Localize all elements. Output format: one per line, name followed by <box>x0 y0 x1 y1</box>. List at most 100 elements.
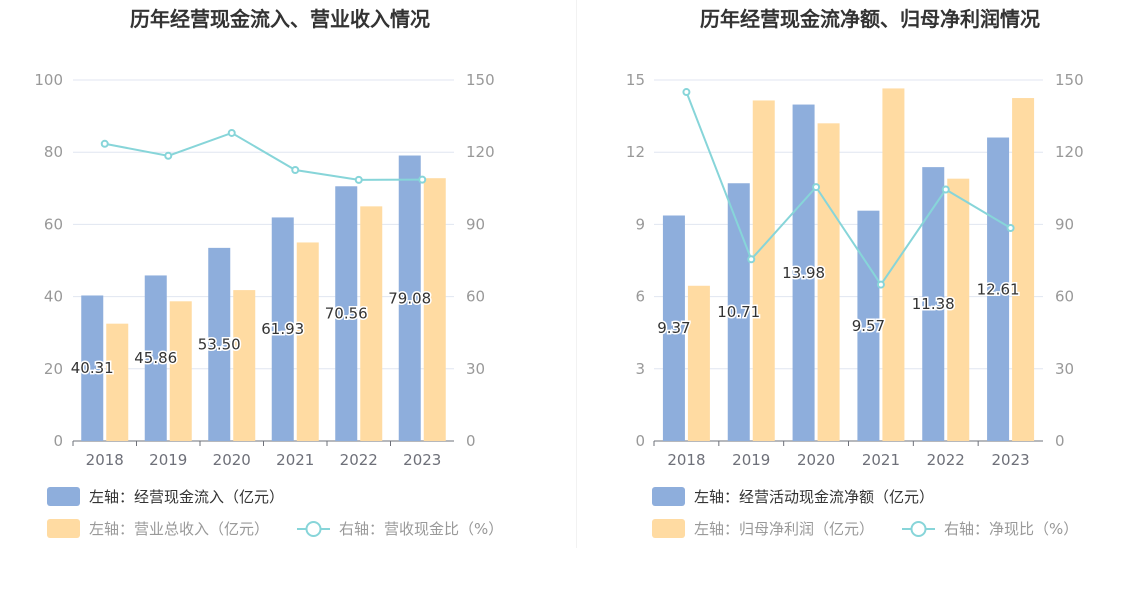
chart-panel-left: 历年经营现金流入、营业收入情况 0 0 20 30 40 60 60 90 80 120 100 150… <box>0 0 574 589</box>
legend-label-line: 右轴：净现比（%） <box>944 520 1078 538</box>
ratio-point-2019 <box>164 151 173 160</box>
bar-secondary-2022 <box>360 206 383 441</box>
ratio-point-2018 <box>682 88 691 97</box>
right-axis-tick-label: 150 <box>1055 71 1084 89</box>
x-axis-tick-label: 2023 <box>403 451 441 469</box>
right-axis-tick-label: 90 <box>466 215 485 233</box>
legend-swatch-primary <box>652 487 685 506</box>
legend-label-secondary: 左轴：归母净利润（亿元） <box>694 520 874 538</box>
right-axis-tick-label: 60 <box>466 288 485 306</box>
ratio-line <box>685 91 1012 287</box>
chart-left: 历年经营现金流入、营业收入情况 0 0 20 30 40 60 60 90 80 120 100 150… <box>34 7 503 538</box>
bar-value-label-2020: 53.50 <box>198 335 241 353</box>
x-axis-tick-label: 2020 <box>213 451 251 469</box>
bar-primary-2020 <box>208 247 231 441</box>
bar-value-label-2018: 9.37 <box>657 319 690 337</box>
left-axis-tick-label: 0 <box>635 432 645 450</box>
legend-swatch-secondary <box>47 519 80 538</box>
bar-secondary-2020 <box>817 123 840 441</box>
right-axis-tick-label: 90 <box>1055 215 1074 233</box>
bar-primary-2023 <box>398 155 421 442</box>
right-axis-tick-label: 0 <box>1055 432 1065 450</box>
legend-swatch-secondary <box>652 519 685 538</box>
bar-value-label-2021: 9.57 <box>852 317 885 335</box>
bar-primary-2018 <box>81 295 104 441</box>
bar-primary-2019 <box>727 183 750 441</box>
right-axis-tick-label: 30 <box>466 360 485 378</box>
bar-value-label-2022: 11.38 <box>912 295 955 313</box>
ratio-point-2022 <box>941 185 950 194</box>
chart-right: 历年经营现金流净额、归母净利润情况 0 0 3 30 6 60 9 90 12 120 15 150 20… <box>626 7 1084 538</box>
left-axis-tick-label: 40 <box>44 288 63 306</box>
ratio-point-2021 <box>291 166 300 175</box>
bar-primary-2021 <box>271 217 294 441</box>
left-axis-tick-label: 100 <box>34 71 63 89</box>
bar-secondary-2019 <box>752 100 775 441</box>
left-axis-tick-label: 20 <box>44 360 63 378</box>
bar-value-label-2021: 61.93 <box>261 320 304 338</box>
x-axis-tick-label: 2020 <box>797 451 835 469</box>
right-axis-tick-label: 60 <box>1055 288 1074 306</box>
bar-secondary-2018 <box>687 285 710 441</box>
ratio-point-2023 <box>418 175 427 184</box>
left-axis-tick-label: 9 <box>635 215 645 233</box>
legend-swatch-line-marker <box>305 521 322 537</box>
bar-primary-2022 <box>335 186 358 441</box>
chart-title: 历年经营现金流净额、归母净利润情况 <box>700 7 1040 31</box>
bar-secondary-2021 <box>296 242 319 441</box>
ratio-point-2023 <box>1006 224 1015 233</box>
bar-value-label-2020: 13.98 <box>782 264 825 282</box>
left-axis-tick-label: 12 <box>626 143 645 161</box>
ratio-point-2021 <box>876 280 885 289</box>
left-axis-tick-label: 60 <box>44 215 63 233</box>
legend-swatch-primary <box>47 487 80 506</box>
x-axis-tick-label: 2021 <box>276 451 314 469</box>
bar-secondary-2022 <box>947 178 970 441</box>
legend-label-primary: 左轴：经营现金流入（亿元） <box>89 488 284 506</box>
bar-secondary-2019 <box>169 301 192 441</box>
x-axis-tick-label: 2022 <box>927 451 965 469</box>
left-axis-tick-label: 0 <box>53 432 63 450</box>
bar-secondary-2020 <box>233 290 256 441</box>
bar-secondary-2023 <box>1012 98 1035 442</box>
legend-label-primary: 左轴：经营活动现金流净额（亿元） <box>694 488 934 506</box>
right-axis-tick-label: 30 <box>1055 360 1074 378</box>
ratio-point-2019 <box>747 255 756 264</box>
bar-primary-2019 <box>144 275 167 441</box>
x-axis-tick-label: 2022 <box>340 451 378 469</box>
bar-secondary-2018 <box>106 323 129 441</box>
x-axis-tick-label: 2018 <box>86 451 124 469</box>
legend-label-line: 右轴：营收现金比（%） <box>339 520 503 538</box>
right-axis-tick-label: 150 <box>466 71 495 89</box>
x-axis-tick-label: 2021 <box>862 451 900 469</box>
legend-label-secondary: 左轴：营业总收入（亿元） <box>89 520 269 538</box>
ratio-point-2020 <box>812 183 821 192</box>
panel-divider <box>576 0 577 548</box>
bar-primary-2020 <box>792 104 815 441</box>
x-axis-tick-label: 2023 <box>991 451 1029 469</box>
bar-value-label-2018: 40.31 <box>71 359 114 377</box>
bar-value-label-2023: 12.61 <box>977 280 1020 298</box>
right-axis-tick-label: 120 <box>466 143 495 161</box>
bar-primary-2022 <box>922 167 945 441</box>
ratio-point-2020 <box>227 128 236 137</box>
x-axis-tick-label: 2019 <box>149 451 187 469</box>
ratio-point-2018 <box>100 139 109 148</box>
bar-value-label-2019: 45.86 <box>134 349 177 367</box>
bar-primary-2021 <box>857 210 880 441</box>
left-axis-tick-label: 15 <box>626 71 645 89</box>
left-axis-tick-label: 80 <box>44 143 63 161</box>
ratio-point-2022 <box>354 175 363 184</box>
bar-value-label-2023: 79.08 <box>388 289 431 307</box>
legend-swatch-line-marker <box>910 521 927 537</box>
left-axis-tick-label: 3 <box>635 360 645 378</box>
bar-primary-2023 <box>987 137 1010 441</box>
chart-panel-right: 历年经营现金流净额、归母净利润情况 0 0 3 30 6 60 9 90 12 120 15 150 20… <box>574 0 1148 589</box>
left-axis-tick-label: 6 <box>635 288 645 306</box>
bar-secondary-2023 <box>423 178 446 441</box>
chart-title: 历年经营现金流入、营业收入情况 <box>130 7 430 31</box>
x-axis-tick-label: 2018 <box>667 451 705 469</box>
right-axis-tick-label: 120 <box>1055 143 1084 161</box>
bar-primary-2018 <box>662 215 685 441</box>
right-axis-tick-label: 0 <box>466 432 476 450</box>
